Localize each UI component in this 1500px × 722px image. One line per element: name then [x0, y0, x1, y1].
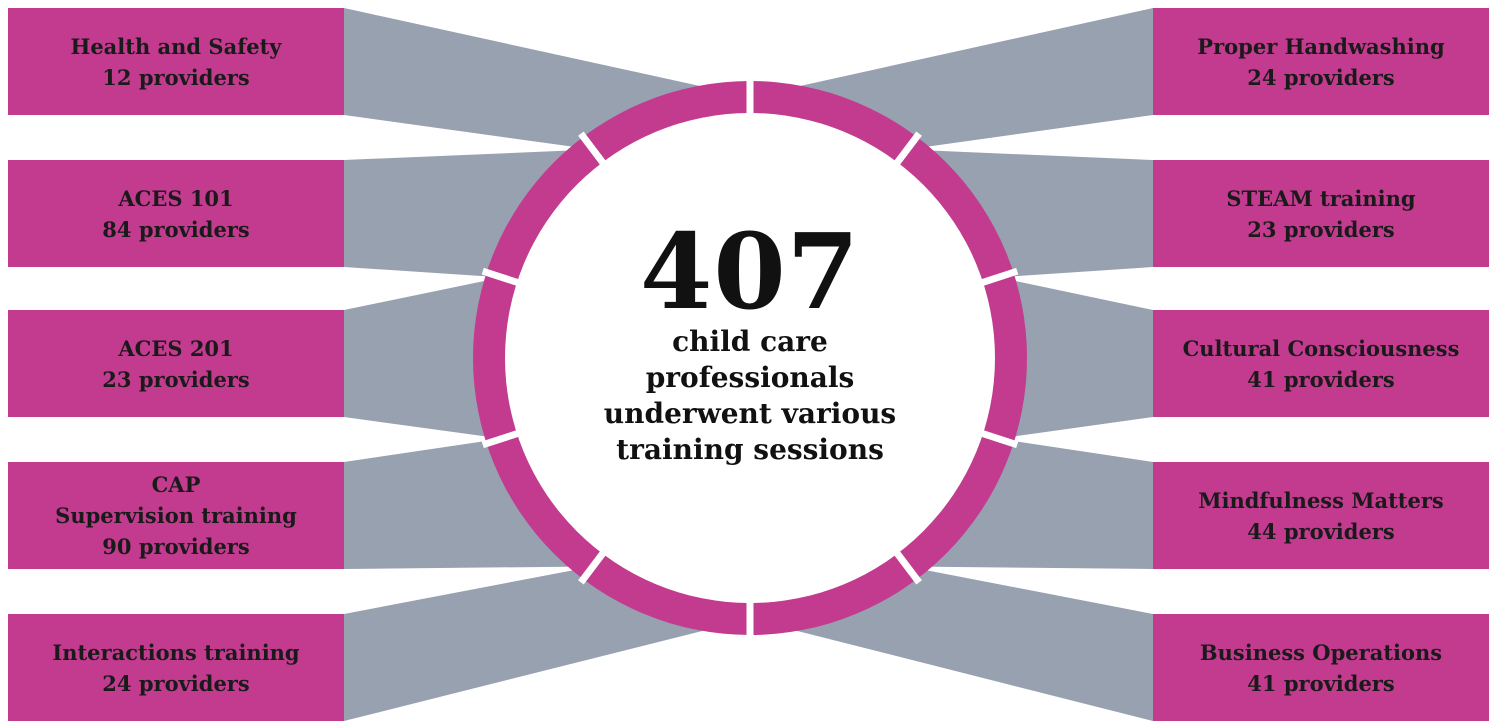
ring-gap-9: [578, 131, 608, 168]
box-line: Health and Safety: [70, 33, 282, 59]
ring-gap-2: [978, 267, 1019, 287]
total-count: 407: [639, 210, 861, 333]
box-line: 44 providers: [1247, 518, 1395, 544]
training-box-cap-supervision: CAP Supervision training 90 providers: [8, 462, 344, 569]
training-box-cultural-consciousness: Cultural Consciousness 41 providers: [1153, 310, 1489, 417]
box-bg-left-0: [8, 8, 344, 115]
ring-gap-7: [481, 429, 522, 449]
connector-left-2: [344, 277, 502, 439]
ring-gap-4: [892, 548, 922, 585]
box-bg-left-3: [8, 462, 344, 569]
box-bg-left-1: [8, 160, 344, 267]
box-bg-right-2: [1153, 310, 1489, 417]
connector-right-3: [907, 438, 1153, 569]
box-bg-right-3: [1153, 462, 1489, 569]
box-bg-right-0: [1153, 8, 1489, 115]
ring-gap-1: [892, 131, 922, 168]
training-box-aces-101: ACES 101 84 providers: [8, 160, 344, 267]
center-caption-line: child care: [672, 325, 828, 358]
box-line: 23 providers: [102, 366, 250, 392]
box-line: Supervision training: [55, 503, 297, 528]
training-box-business-operations: Business Operations 41 providers: [1153, 614, 1489, 721]
connector-left-1: [344, 149, 593, 278]
center-summary: 407 child care professionals underwent v…: [560, 220, 940, 468]
training-box-health-and-safety: Health and Safety 12 providers: [8, 8, 344, 115]
box-bg-right-1: [1153, 160, 1489, 267]
connector-left-3: [344, 438, 593, 569]
training-box-steam: STEAM training 23 providers: [1153, 160, 1489, 267]
center-caption-line: underwent various: [603, 397, 897, 430]
box-line: Mindfulness Matters: [1198, 487, 1444, 513]
box-line: Cultural Consciousness: [1182, 335, 1460, 361]
box-bg-left-2: [8, 310, 344, 417]
connector-right-2: [998, 277, 1153, 439]
ring-gap-8: [481, 267, 522, 287]
box-line: Interactions training: [52, 639, 300, 665]
connector-right-1: [907, 149, 1153, 278]
center-caption-line: training sessions: [616, 433, 884, 466]
box-line: 12 providers: [102, 64, 250, 90]
training-box-interactions: Interactions training 24 providers: [8, 614, 344, 721]
ring-gap-3: [978, 429, 1019, 449]
box-line: 90 providers: [102, 534, 250, 559]
box-line: ACES 201: [118, 335, 234, 361]
training-box-mindfulness-matters: Mindfulness Matters 44 providers: [1153, 462, 1489, 569]
box-bg-right-4: [1153, 614, 1489, 721]
box-line: STEAM training: [1226, 185, 1416, 211]
box-line: 41 providers: [1247, 670, 1395, 696]
box-bg-left-4: [8, 614, 344, 721]
box-line: 24 providers: [1247, 64, 1395, 90]
ring-gap-6: [578, 548, 608, 585]
ring-inner: [505, 113, 995, 603]
box-line: 84 providers: [102, 216, 250, 242]
box-line: 23 providers: [1247, 216, 1395, 242]
center-caption-line: professionals: [645, 361, 855, 394]
box-line: ACES 101: [118, 185, 234, 211]
training-box-aces-201: ACES 201 23 providers: [8, 310, 344, 417]
box-line: CAP: [151, 472, 201, 497]
training-box-proper-handwashing: Proper Handwashing 24 providers: [1153, 8, 1489, 115]
box-line: 41 providers: [1247, 366, 1395, 392]
box-line: 24 providers: [102, 670, 250, 696]
box-line: Proper Handwashing: [1197, 33, 1445, 59]
box-line: Business Operations: [1199, 639, 1443, 665]
